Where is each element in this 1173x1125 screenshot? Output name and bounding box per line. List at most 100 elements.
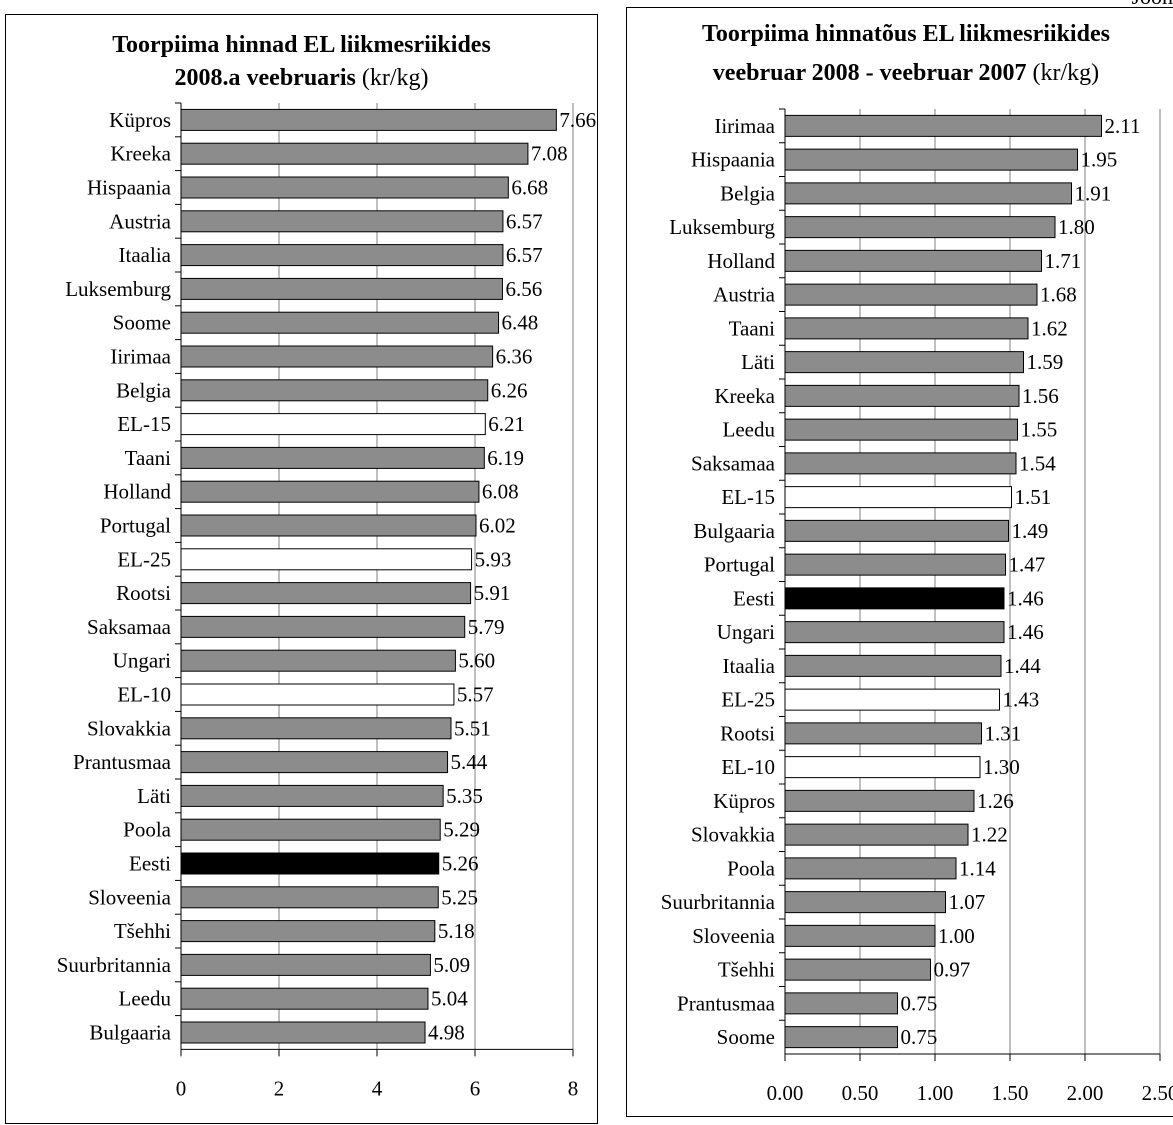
bar [180,886,439,909]
chart-title-line-1: Toorpiima hinnatõus EL liikmesriikides [702,21,1110,47]
bar [180,176,509,199]
bar [180,108,557,131]
data-label: 7.66 [559,108,596,132]
data-label: 1.55 [1021,418,1058,442]
data-label: 1.30 [983,755,1020,779]
data-label: 0.75 [901,1025,938,1049]
category-label: Belgia [720,181,775,205]
bar [180,345,494,368]
category-label: Prantusmaa [73,750,172,774]
bar [784,1026,898,1049]
category-label: EL-25 [721,688,775,712]
data-label: 6.36 [496,345,533,369]
bar [784,351,1024,374]
category-label: Slovakkia [87,716,172,740]
bar [784,688,1000,711]
x-tick-label: 6 [470,1076,481,1100]
category-label: Bulgaaria [89,1021,171,1045]
category-label: Prantusmaa [677,991,776,1015]
category-label: Luksemburg [65,277,171,301]
data-label: 5.25 [441,885,478,909]
data-label: 6.68 [511,176,548,200]
data-label: 1.14 [959,856,996,880]
data-label: 6.08 [482,480,519,504]
category-label: Holland [103,480,171,504]
category-label: Leedu [119,987,172,1011]
data-label: 1.07 [949,890,986,914]
data-label: 1.91 [1075,181,1112,205]
category-label: EL-25 [117,547,171,571]
data-label: 6.19 [487,446,524,470]
category-label: Saksamaa [87,615,172,639]
bar [784,452,1017,475]
bar [784,418,1018,441]
bar [180,582,472,605]
x-tick-label: 8 [568,1076,579,1100]
data-label: 1.80 [1058,215,1095,239]
category-label: Sloveenia [692,924,775,948]
bar [180,244,504,267]
data-label: 1.54 [1019,451,1056,475]
data-label: 2.11 [1105,114,1141,138]
data-label: 1.46 [1007,620,1044,644]
data-label: 6.57 [506,243,543,267]
category-label: EL-10 [117,683,171,707]
category-label: Holland [707,249,775,273]
data-label: 5.04 [431,987,468,1011]
bar [784,789,975,812]
data-label: 6.48 [502,311,539,335]
data-label: 5.29 [443,818,480,842]
bar [180,717,452,740]
bar [784,249,1042,272]
category-label: Läti [137,784,171,808]
x-tick-label: 2.00 [1067,1081,1104,1105]
category-label: Austria [713,283,776,307]
bar [180,1021,426,1044]
bar [784,621,1005,644]
data-label: 1.47 [1009,553,1046,577]
bar [180,446,485,469]
category-label: Suurbritannia [661,890,776,914]
bar [180,548,473,571]
data-label: 1.59 [1027,350,1064,374]
data-label: 0.75 [901,991,938,1015]
category-label: Hispaania [691,148,776,172]
data-label: 1.56 [1022,384,1059,408]
data-label: 1.62 [1031,316,1068,340]
data-label: 4.98 [428,1021,465,1045]
bar-chart-prices: 0 2 4 6 8 Küpros 7.66 Kreeka 7.08 Hispaania 6.68 Au… [57,102,596,1100]
category-label: Itaalia [119,243,172,267]
data-label: 0.97 [934,958,971,982]
x-tick-label: 0.50 [842,1081,879,1105]
category-label: Poola [727,856,776,880]
bar [180,210,504,233]
data-label: 1.68 [1040,283,1077,307]
data-label: 6.26 [491,378,528,402]
data-label: 7.08 [531,142,568,166]
bar [180,514,477,537]
bar [784,958,931,981]
bar [784,891,946,914]
category-label: Küpros [109,108,171,132]
data-label: 1.31 [985,721,1022,745]
bar [180,953,431,976]
bar [784,148,1078,171]
chart-panel-increase: Toorpiima hinnatõus EL liikmesriikides v… [626,7,1173,1117]
bar [784,587,1005,610]
x-tick-label: 2.50 [1142,1081,1173,1105]
category-label: Suurbritannia [57,953,172,977]
category-label: Soome [113,311,171,335]
bar [784,823,969,846]
bar [784,182,1072,205]
bar [180,277,503,300]
category-label: Leedu [723,418,776,442]
data-label: 1.22 [971,823,1008,847]
data-label: 5.79 [468,615,505,639]
page-corner-label: Joon [1131,0,1173,8]
bar [784,216,1056,239]
chart-title-line-2: 2008.a veebruaris (kr/kg) [174,65,429,91]
data-label: 1.43 [1003,688,1040,712]
category-label: Portugal [704,553,775,577]
category-label: Sloveenia [88,885,171,909]
category-label: Ungari [717,620,775,644]
